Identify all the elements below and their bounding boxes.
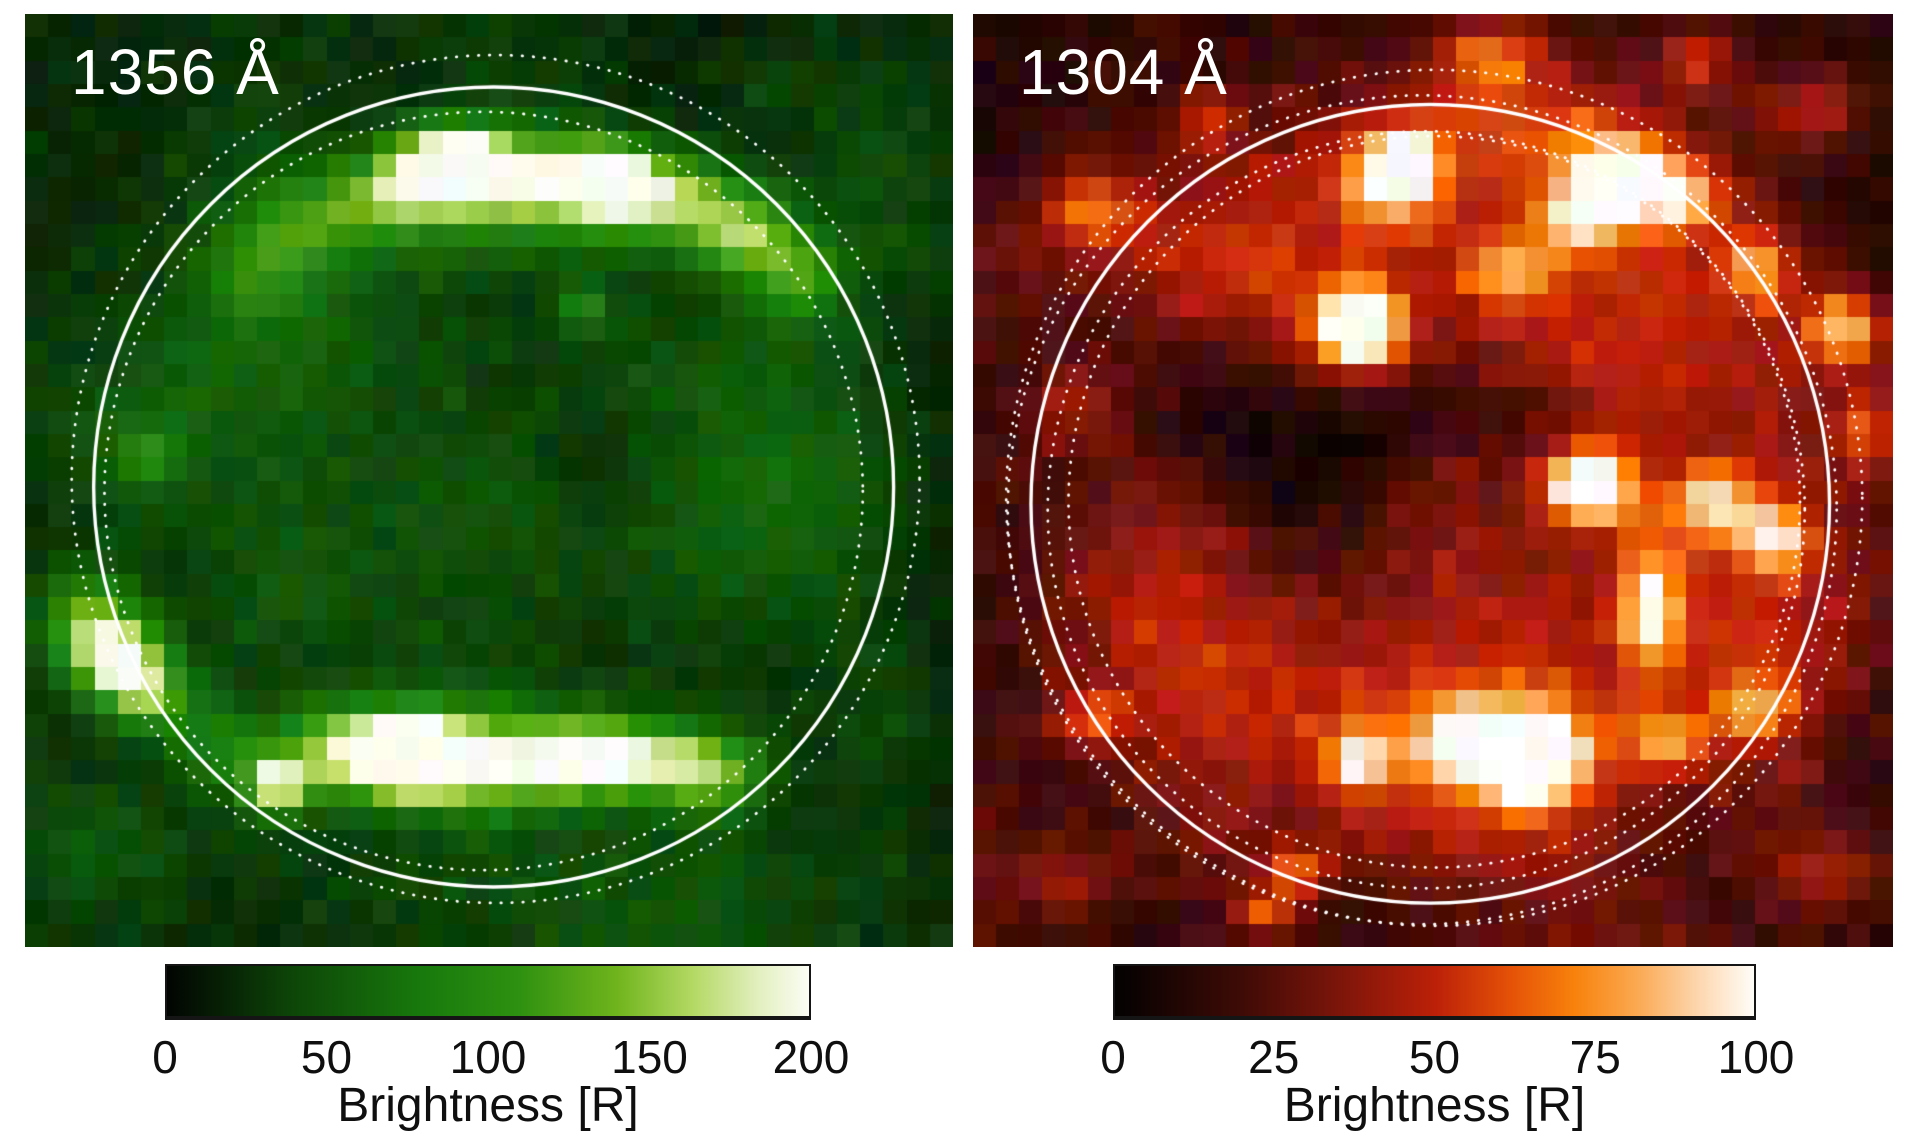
colorbar-title-1356: Brightness [R] <box>337 1079 639 1132</box>
colorbar-tick: 150 <box>611 1031 688 1083</box>
colorbar-tick: 75 <box>1569 1031 1621 1083</box>
wavelength-label-1356: 1356 Å <box>71 36 280 108</box>
colorbar-1356: 0 50 100 150 200 Brightness [R] <box>152 964 849 1148</box>
wavelength-label-1304: 1304 Å <box>1019 36 1228 108</box>
colorbar-tick: 0 <box>152 1031 178 1083</box>
colorbar-1304: 0 25 50 75 100 Brightness [R] <box>1100 964 1794 1148</box>
colorbar-tick: 50 <box>300 1031 353 1083</box>
colorbar-title-1304: Brightness [R] <box>1283 1079 1586 1132</box>
colorbar-tick: 0 <box>1100 1031 1126 1083</box>
colorbar-ticks-1356: 0 50 100 150 200 <box>152 1031 849 1083</box>
colorbar-tick: 100 <box>449 1031 527 1083</box>
colorbar-gradient-1304 <box>1113 964 1756 1020</box>
panel-1356: 1356 Å <box>25 14 953 947</box>
aurora-image-1356 <box>25 14 953 947</box>
aurora-image-1304 <box>973 14 1893 947</box>
panel-1304: 1304 Å <box>973 14 1893 947</box>
colorbar-gradient-1356 <box>165 964 811 1020</box>
colorbar-ticks-1304: 0 25 50 75 100 <box>1100 1031 1794 1083</box>
colorbar-tick: 50 <box>1408 1031 1461 1083</box>
colorbar-tick: 100 <box>1717 1031 1795 1083</box>
colorbar-tick: 25 <box>1248 1031 1300 1083</box>
colorbar-tick: 200 <box>772 1031 850 1083</box>
